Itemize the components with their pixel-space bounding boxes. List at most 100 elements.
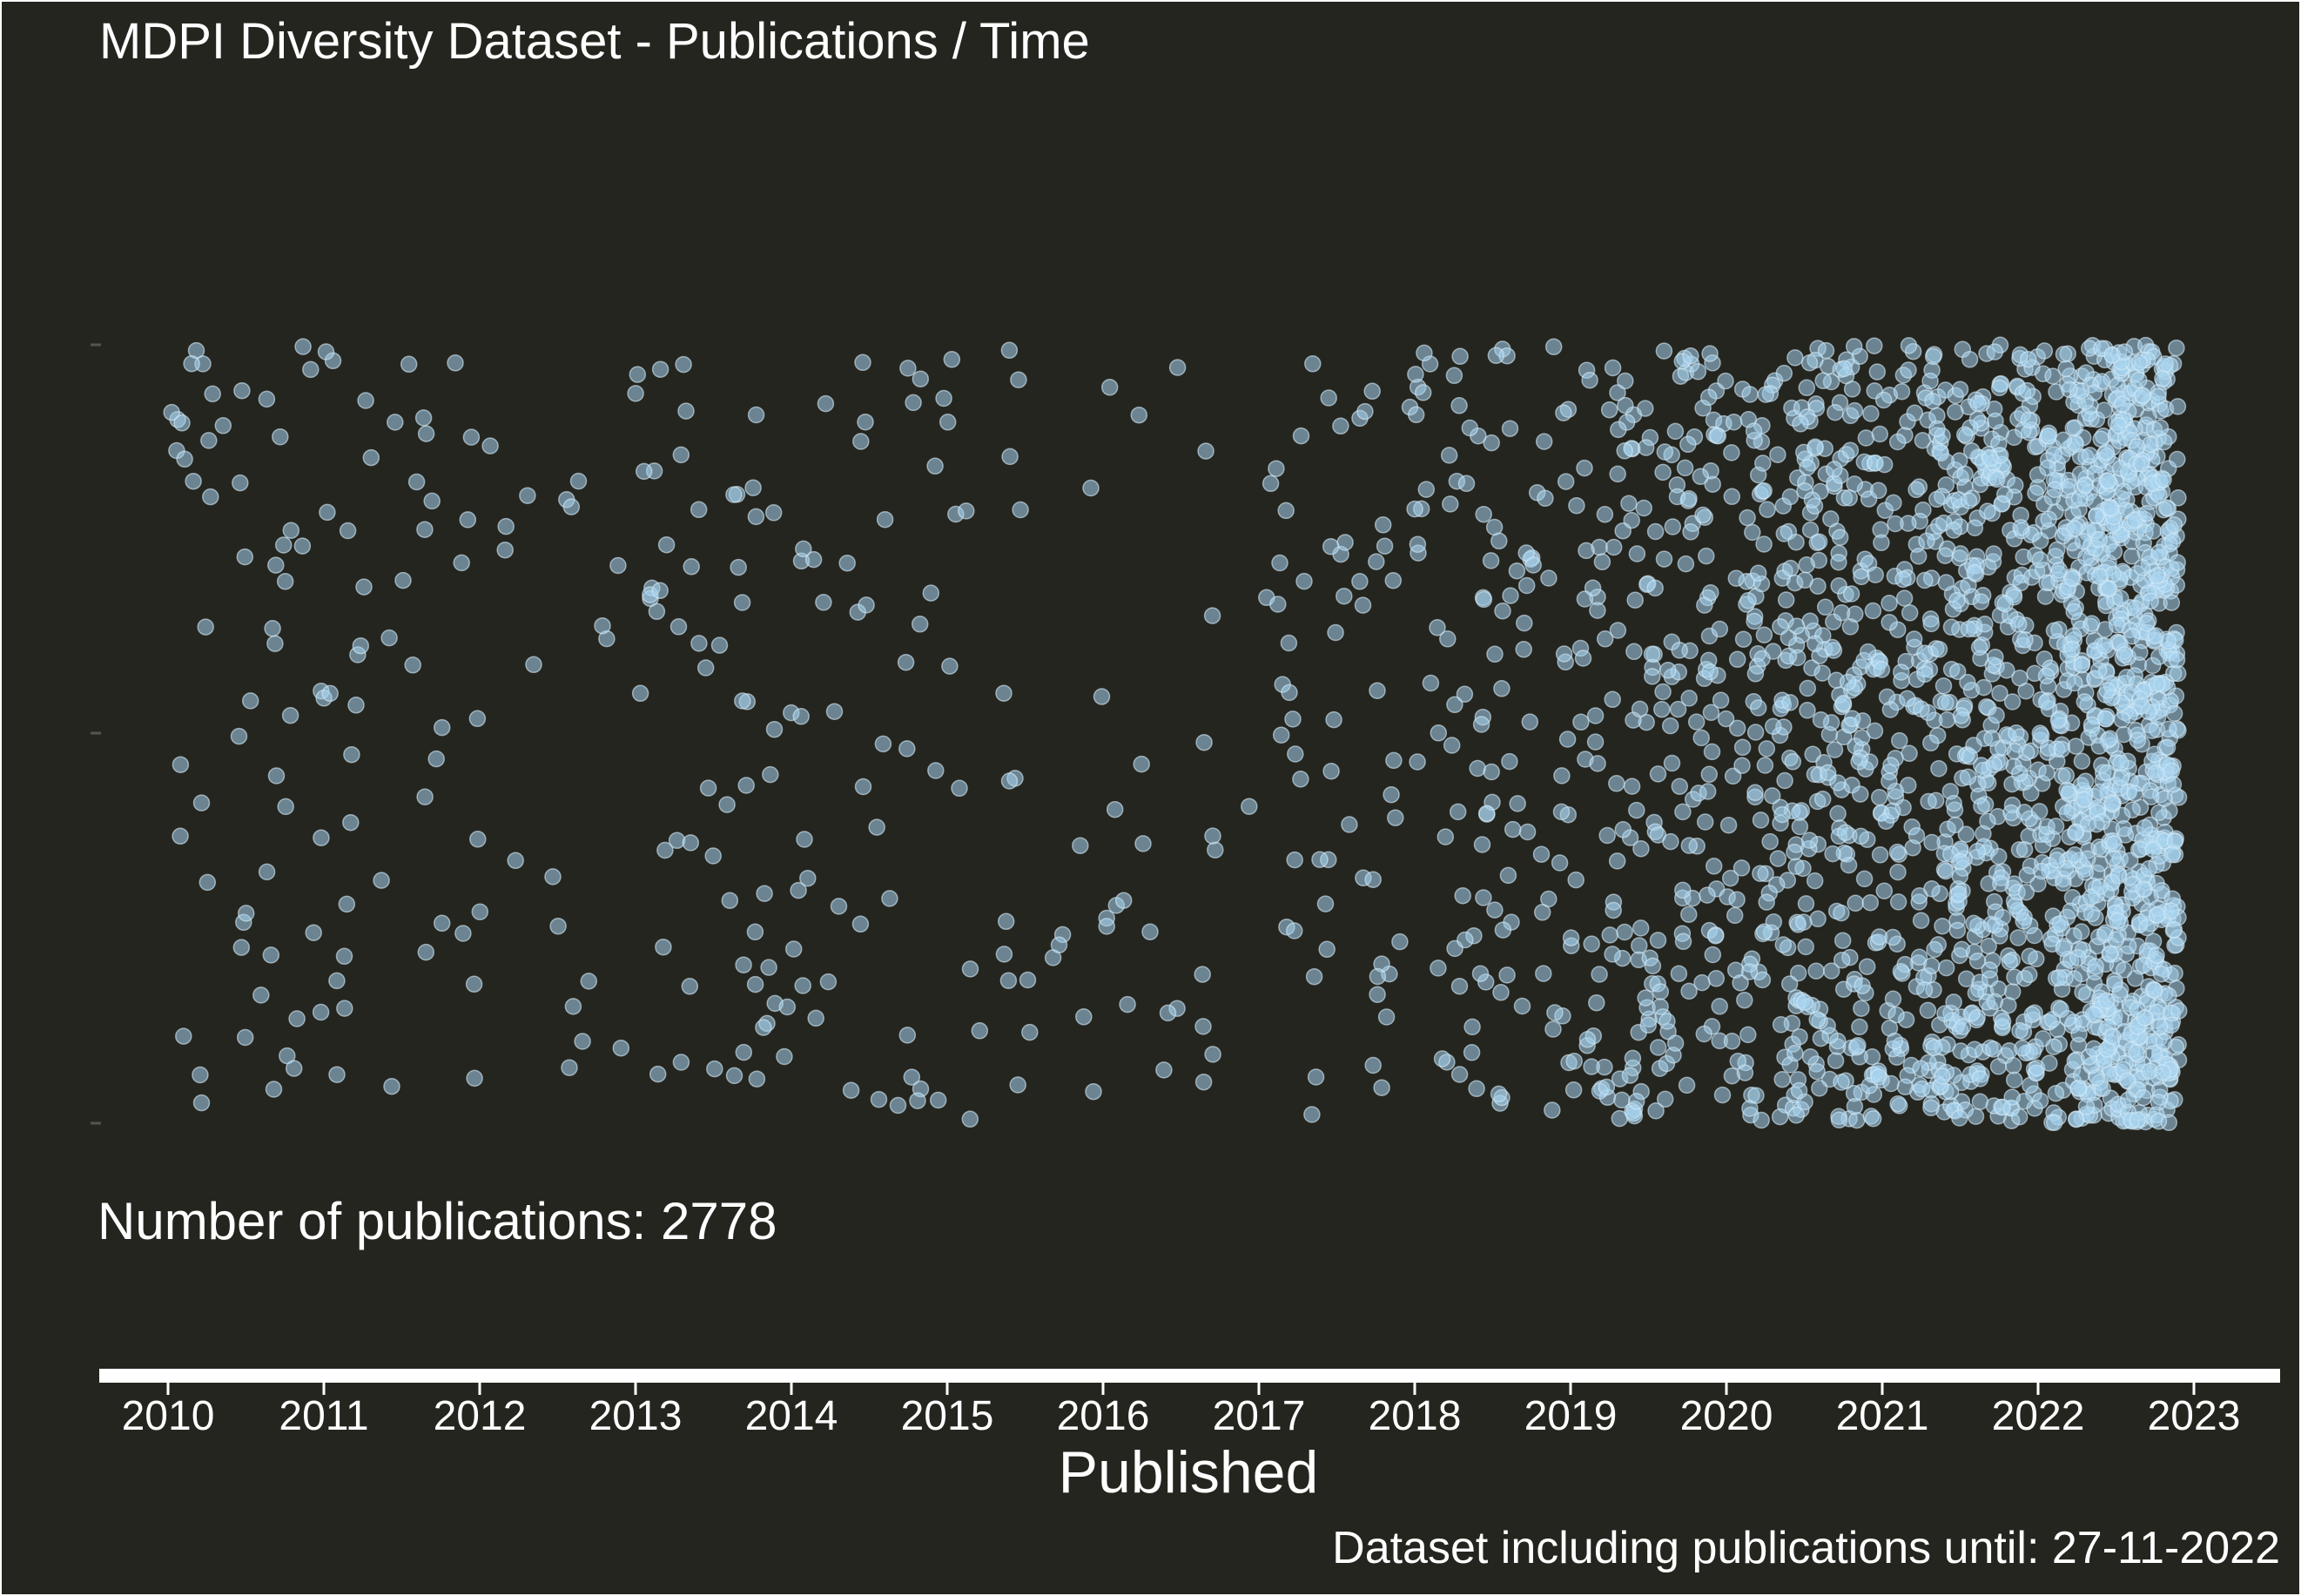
data-point	[1892, 962, 1910, 980]
data-point	[427, 750, 445, 768]
data-point	[1605, 901, 1622, 919]
data-point	[258, 863, 276, 881]
data-point	[2015, 804, 2034, 821]
x-tick-label: 2022	[1992, 1393, 2085, 1439]
data-point	[1369, 682, 1386, 699]
data-point	[2063, 569, 2081, 588]
data-point	[1674, 933, 1692, 951]
data-point	[288, 1010, 306, 1027]
data-point	[282, 522, 300, 539]
data-point	[2004, 1057, 2022, 1074]
data-point	[2098, 682, 2116, 699]
data-point	[1926, 940, 1943, 959]
data-point	[1882, 757, 1900, 774]
data-point	[417, 425, 435, 442]
data-point	[519, 487, 536, 504]
data-point	[230, 727, 248, 745]
data-point	[1456, 685, 1474, 704]
data-point	[1826, 741, 1844, 758]
data-point	[2147, 764, 2164, 782]
data-point	[1509, 795, 1526, 812]
data-point	[1608, 775, 1625, 792]
data-point	[1952, 852, 1969, 871]
x-tick-label: 2012	[434, 1393, 527, 1439]
data-point	[735, 956, 752, 973]
data-point	[198, 873, 217, 892]
data-point	[1864, 602, 1882, 620]
data-point	[1758, 740, 1776, 758]
data-point	[1951, 867, 1969, 886]
data-point	[1596, 630, 1614, 648]
data-point	[1824, 845, 1841, 863]
data-point	[1836, 824, 1854, 841]
data-point	[1727, 569, 1746, 587]
data-point	[1916, 571, 1934, 589]
x-tick-label: 2013	[589, 1393, 683, 1439]
data-point	[649, 1065, 667, 1083]
data-point	[549, 917, 567, 935]
data-point	[2097, 443, 2115, 461]
data-point	[995, 684, 1013, 702]
data-point	[1916, 665, 1934, 684]
data-point	[778, 998, 797, 1016]
data-point	[1990, 435, 2008, 453]
data-point	[1753, 1111, 1770, 1129]
data-point	[1583, 1058, 1600, 1075]
data-point	[1072, 837, 1089, 854]
data-point	[1746, 665, 1765, 683]
data-point	[1925, 1039, 1943, 1056]
data-point	[1975, 678, 1993, 697]
data-point	[655, 938, 672, 956]
data-point	[1787, 617, 1806, 635]
data-point	[1972, 593, 1990, 610]
data-point	[1532, 845, 1551, 863]
data-point	[1368, 553, 1385, 570]
data-point	[237, 905, 255, 922]
data-point	[672, 1054, 690, 1071]
data-point	[2090, 530, 2108, 549]
data-point	[1000, 341, 1019, 360]
data-point	[1966, 563, 1983, 582]
data-point	[1085, 1082, 1102, 1101]
data-point	[1589, 602, 1606, 619]
data-point	[1628, 801, 1645, 819]
data-point	[1662, 832, 1679, 851]
data-point	[1921, 372, 1939, 390]
data-point	[1706, 927, 1725, 945]
data-point	[2105, 542, 2123, 561]
data-point	[1446, 696, 1463, 714]
data-point	[1429, 619, 1446, 636]
data-point	[1670, 965, 1688, 982]
data-point	[1601, 926, 1618, 944]
data-point	[1873, 534, 1890, 552]
data-point	[1417, 481, 1436, 498]
data-point	[1752, 865, 1769, 882]
data-point	[1795, 913, 1813, 931]
data-point	[1508, 562, 1526, 580]
data-point	[2137, 615, 2156, 632]
data-point	[1796, 571, 1813, 589]
data-point	[2076, 693, 2094, 710]
data-point	[1888, 433, 1907, 451]
data-point	[2055, 874, 2072, 892]
data-point	[1286, 851, 1303, 869]
data-point	[765, 720, 784, 738]
data-point	[497, 517, 515, 535]
data-point	[313, 829, 330, 846]
data-point	[1692, 468, 1710, 486]
data-point	[197, 618, 214, 636]
data-point	[1893, 382, 1911, 401]
data-point	[1833, 1074, 1850, 1091]
data-point	[1487, 347, 1505, 365]
data-point	[1951, 380, 1969, 398]
data-point	[2113, 395, 2131, 413]
data-point	[1699, 886, 1716, 904]
data-point	[1994, 1098, 2011, 1116]
data-point	[706, 1060, 723, 1078]
data-point	[2037, 667, 2055, 685]
data-point	[1604, 690, 1621, 709]
data-point	[1791, 1027, 1808, 1046]
data-point	[1833, 603, 1851, 622]
data-point	[854, 354, 871, 372]
data-point	[2073, 656, 2090, 674]
